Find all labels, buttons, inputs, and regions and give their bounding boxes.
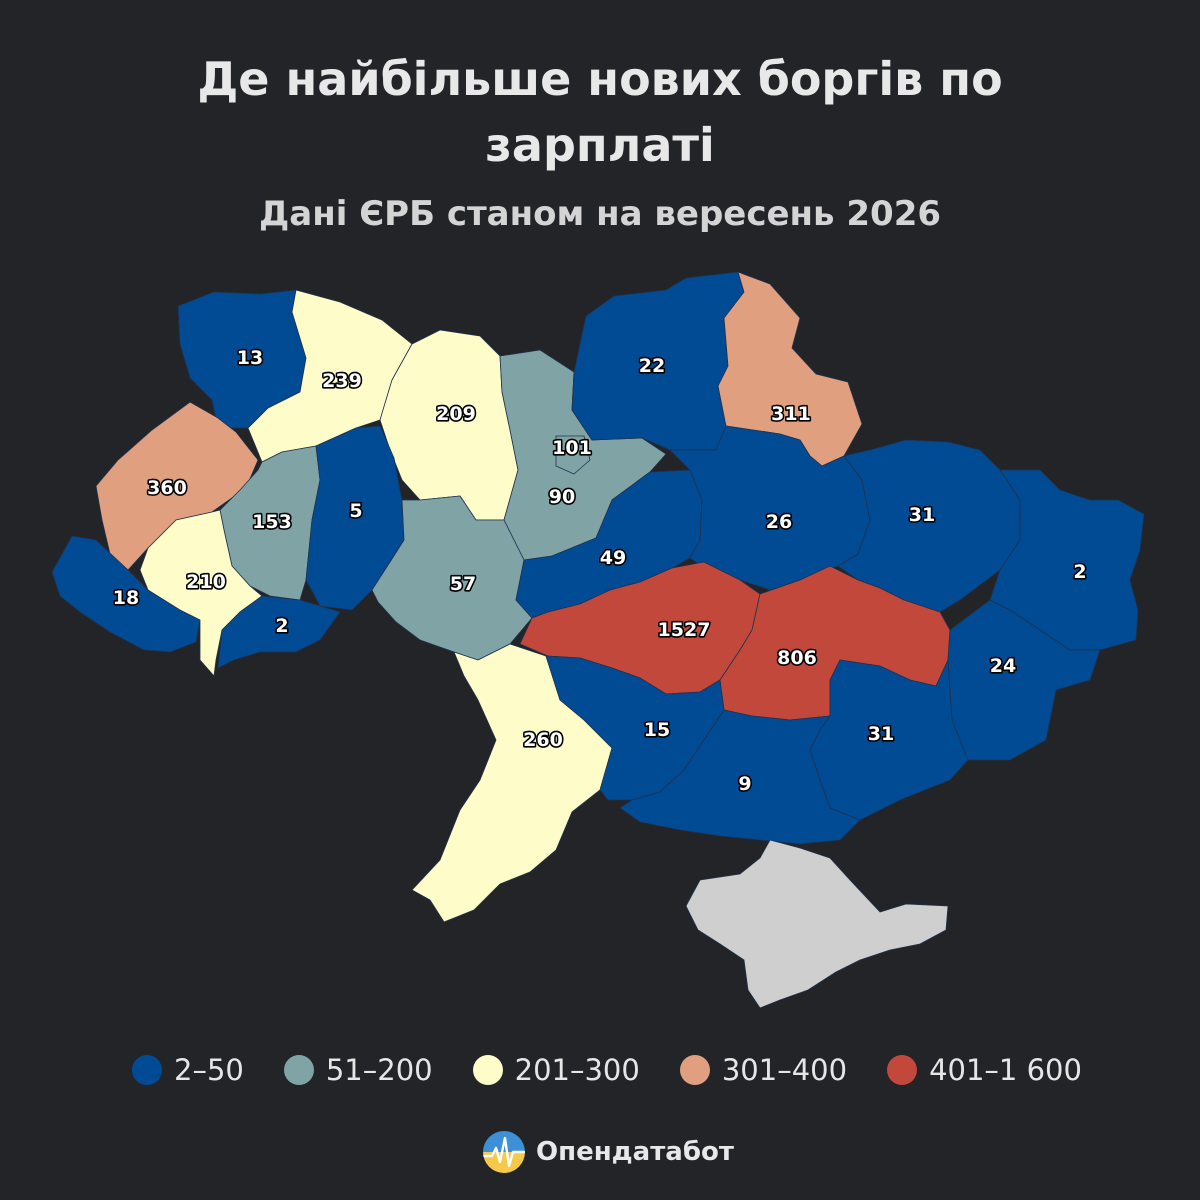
region-value-rivne: 239 [322, 370, 362, 392]
region-value-zhytomyr: 209 [436, 403, 476, 425]
legend-label: 401–1 600 [929, 1053, 1082, 1087]
region-zakarpattia[interactable] [51, 535, 201, 653]
brand-name: Опендатабот [536, 1137, 734, 1167]
legend-swatch-401-1600 [887, 1055, 918, 1085]
region-value-mykolaiv: 15 [644, 719, 670, 741]
region-value-volyn: 13 [237, 347, 263, 369]
legend-swatch-2-50 [132, 1055, 162, 1085]
region-value-donetsk: 24 [990, 655, 1016, 677]
legend: 2–50 51–200 201–300 301–400 401–1 600 [132, 1050, 1082, 1090]
region-value-kherson: 9 [738, 773, 751, 795]
region-value-kyiv-city: 90 [549, 486, 575, 508]
region-crimea[interactable] [685, 839, 949, 1009]
legend-item: 401–1 600 [887, 1053, 1082, 1087]
region-value-kyiv-oblast: 101 [552, 437, 592, 459]
page-subtitle: Дані ЄРБ станом на вересень 2026 [258, 194, 942, 234]
page-title: Де найбільше нових боргів по зарплаті [197, 52, 1003, 172]
region-value-chernihiv: 22 [639, 355, 665, 377]
legend-label: 301–400 [721, 1053, 848, 1087]
region-value-sumy: 311 [771, 403, 811, 425]
region-value-zakarpattia: 18 [113, 587, 139, 609]
region-kyiv-city[interactable] [555, 435, 591, 475]
legend-label: 2–50 [174, 1053, 244, 1087]
region-value-poltava: 26 [766, 511, 792, 533]
region-value-vinnytsia: 57 [450, 573, 476, 595]
region-value-chernivtsi: 2 [275, 615, 288, 637]
region-value-luhansk: 2 [1073, 561, 1086, 583]
legend-swatch-301-400 [679, 1055, 710, 1085]
region-value-kharkiv: 31 [909, 504, 935, 526]
region-chernivtsi[interactable] [217, 595, 341, 669]
legend-item: 201–300 [472, 1053, 640, 1087]
region-value-cherkasy: 49 [600, 547, 626, 569]
brand: Опендатабот [482, 1130, 734, 1174]
legend-label: 201–300 [514, 1053, 640, 1087]
region-kharkiv[interactable] [837, 439, 1021, 613]
region-kherson[interactable] [619, 709, 861, 845]
region-value-kirovohrad: 1527 [658, 619, 711, 641]
region-value-lviv: 360 [147, 477, 187, 499]
legend-item: 301–400 [679, 1053, 848, 1087]
opendatabot-logo-icon [483, 1131, 525, 1173]
legend-swatch-51-200 [283, 1055, 314, 1085]
region-value-ivano-frankivsk: 210 [186, 571, 226, 593]
region-luhansk[interactable] [989, 469, 1145, 651]
legend-swatch-201-300 [472, 1055, 503, 1085]
region-value-dnipropetrovsk: 806 [777, 647, 817, 669]
region-value-odesa: 260 [523, 729, 563, 751]
region-value-zaporizhzhia: 31 [868, 723, 894, 745]
region-value-khmelnytskyi: 5 [349, 500, 362, 522]
legend-item: 2–50 [132, 1053, 244, 1087]
legend-label: 51–200 [325, 1053, 433, 1087]
region-value-ternopil: 153 [252, 511, 292, 533]
legend-item: 51–200 [283, 1053, 433, 1087]
